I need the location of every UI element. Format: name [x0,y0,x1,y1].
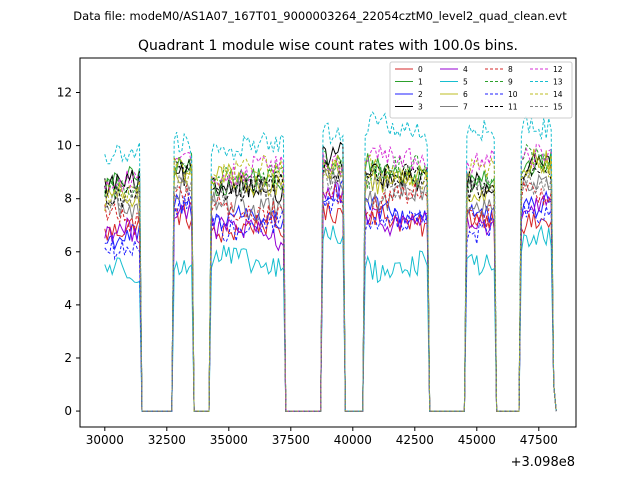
y-tick-label: 6 [64,245,72,259]
series-line-5 [104,224,557,412]
x-axis: 30000 32500 35000 37500 40000 42500 45000 47500 [86,427,558,447]
series-layer [104,111,557,412]
y-tick-label: 4 [64,298,72,312]
y-tick-label: 8 [64,192,72,206]
legend-label-6: 6 [463,90,468,99]
x-tick-label: 42500 [396,433,434,447]
x-tick-label: 45000 [458,433,496,447]
series-line-10 [104,191,557,412]
x-tick-label: 40000 [334,433,372,447]
y-tick-label: 10 [57,139,72,153]
series-line-14 [104,152,557,412]
series-line-6 [104,148,557,412]
x-tick-label: 35000 [210,433,248,447]
y-tick-label: 2 [64,351,72,365]
legend-label-1: 1 [418,78,423,87]
legend-label-14: 14 [553,90,563,99]
legend-label-10: 10 [508,90,518,99]
x-tick-label: 30000 [86,433,124,447]
y-tick-label: 12 [57,86,72,100]
plot-frame [79,57,577,428]
legend-label-8: 8 [508,65,513,74]
x-tick-label: 37500 [272,433,310,447]
legend-label-4: 4 [463,65,468,74]
legend-label-0: 0 [418,65,423,74]
x-offset-label: +3.098e8 [511,455,575,470]
x-tick-label: 47500 [520,433,558,447]
legend-box [389,61,573,119]
legend-label-7: 7 [463,103,468,112]
legend-label-9: 9 [508,78,513,87]
figure-suptitle: Data file: modeM0/AS1A07_167T01_90000032… [73,9,567,23]
legend-label-5: 5 [463,78,468,87]
series-line-4 [104,180,557,412]
legend-label-3: 3 [418,103,423,112]
series-line-15 [104,164,557,412]
legend-label-2: 2 [418,90,423,99]
legend-label-13: 13 [553,78,563,87]
legend-label-15: 15 [553,103,563,112]
y-tick-label: 0 [64,404,72,418]
series-line-12 [104,143,557,412]
x-tick-label: 32500 [148,433,186,447]
chart-title: Quadrant 1 module wise count rates with … [138,38,518,54]
series-line-13 [104,111,557,412]
legend-label-12: 12 [553,65,563,74]
legend-label-11: 11 [508,103,518,112]
y-axis: 0 2 4 6 8 10 12 [57,86,80,418]
series-line-8 [104,181,557,412]
